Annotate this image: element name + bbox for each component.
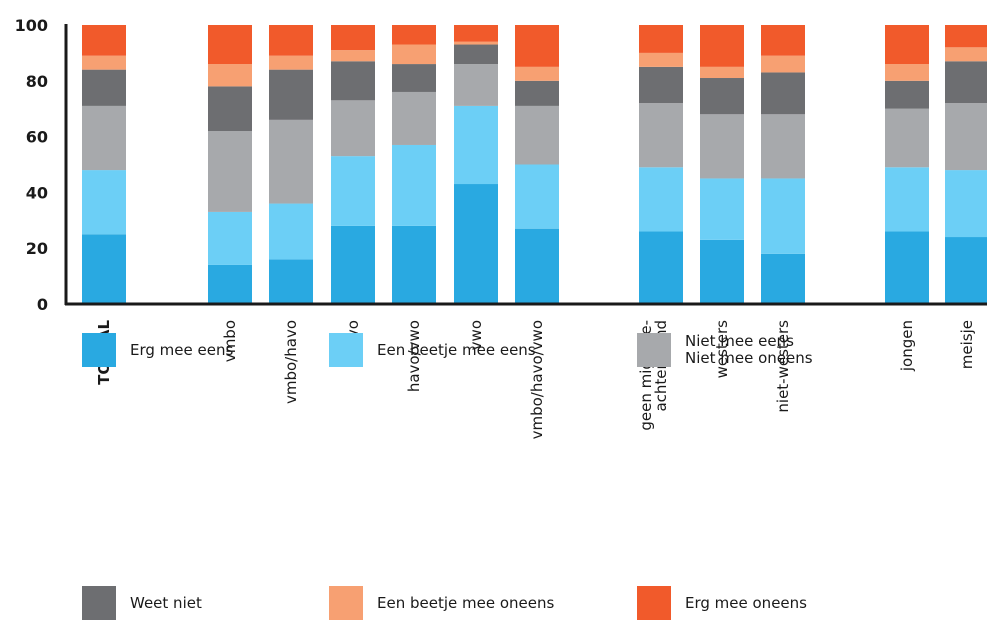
bar-segment-6-1 bbox=[515, 164, 559, 229]
bar-segment-11-2 bbox=[945, 103, 987, 171]
bar-segment-11-4 bbox=[945, 47, 987, 62]
y-tick-label-5: 100 bbox=[15, 16, 48, 35]
bar-segment-0-5 bbox=[82, 25, 126, 56]
bars-layer bbox=[82, 25, 987, 304]
bar-segment-9-0 bbox=[761, 253, 805, 304]
axes-layer bbox=[64, 24, 987, 306]
bar-segment-11-1 bbox=[945, 170, 987, 238]
bar-segment-0-2 bbox=[82, 105, 126, 171]
bar-segment-9-1 bbox=[761, 178, 805, 254]
category-label-9: niet-westers bbox=[774, 320, 792, 413]
bar-segment-5-0 bbox=[454, 184, 498, 304]
category-label-10: jongen bbox=[898, 320, 916, 372]
bar-segment-8-0 bbox=[700, 239, 744, 304]
bar-segment-11-5 bbox=[945, 25, 987, 48]
category-label-4: havo/vwo bbox=[405, 320, 423, 392]
bar-segment-1-5 bbox=[208, 25, 252, 65]
bar-segment-3-4 bbox=[331, 50, 375, 62]
bar-segment-6-2 bbox=[515, 105, 559, 165]
bar-segment-3-5 bbox=[331, 25, 375, 51]
bar-segment-0-0 bbox=[82, 234, 126, 304]
bar-segment-3-3 bbox=[331, 61, 375, 101]
category-label-3: havo bbox=[344, 320, 362, 357]
bar-segment-5-5 bbox=[454, 25, 498, 42]
category-label-2: vmbo/havo bbox=[282, 320, 300, 404]
category-label-7: geen migratie-achtergrond bbox=[637, 320, 670, 431]
bar-segment-5-1 bbox=[454, 105, 498, 185]
bar-segment-3-1 bbox=[331, 156, 375, 226]
bar-segment-8-5 bbox=[700, 25, 744, 67]
bar-segment-8-4 bbox=[700, 66, 744, 79]
bar-segment-1-0 bbox=[208, 264, 252, 304]
bar-segment-10-3 bbox=[885, 80, 929, 109]
category-label-0: TOTAAL bbox=[95, 320, 113, 385]
y-tick-label-2: 40 bbox=[26, 183, 48, 202]
y-tick-label-4: 80 bbox=[26, 72, 48, 91]
bar-segment-2-0 bbox=[269, 259, 313, 304]
bar-segment-5-3 bbox=[454, 44, 498, 65]
bar-segment-4-4 bbox=[392, 44, 436, 65]
bar-segment-9-2 bbox=[761, 114, 805, 179]
bar-segment-3-2 bbox=[331, 100, 375, 157]
bar-segment-2-2 bbox=[269, 119, 313, 204]
bar-segment-8-1 bbox=[700, 178, 744, 240]
category-label-11: meisje bbox=[958, 320, 976, 369]
bar-segment-9-5 bbox=[761, 25, 805, 56]
bar-segment-1-4 bbox=[208, 64, 252, 87]
category-labels: TOTAAL vmbo vmbo/havo havo havo/vwo vwo vmbo/h… bbox=[95, 320, 976, 440]
category-label-6: vmbo/havo/vwo bbox=[528, 320, 546, 439]
bar-segment-6-4 bbox=[515, 66, 559, 81]
bar-segment-4-1 bbox=[392, 144, 436, 226]
y-tick-label-3: 60 bbox=[26, 128, 48, 147]
bar-segment-4-0 bbox=[392, 225, 436, 304]
bar-segment-3-0 bbox=[331, 225, 375, 304]
bar-segment-7-1 bbox=[639, 167, 683, 232]
bar-segment-4-5 bbox=[392, 25, 436, 45]
category-label-5: vwo bbox=[467, 320, 485, 350]
bar-segment-4-3 bbox=[392, 64, 436, 92]
bar-segment-7-3 bbox=[639, 66, 683, 104]
bar-segment-6-0 bbox=[515, 228, 559, 304]
bar-segment-1-3 bbox=[208, 86, 252, 132]
bar-segment-0-1 bbox=[82, 170, 126, 235]
y-tick-label-1: 20 bbox=[26, 239, 48, 258]
bar-segment-7-2 bbox=[639, 103, 683, 168]
bar-segment-0-4 bbox=[82, 55, 126, 70]
bar-segment-6-5 bbox=[515, 25, 559, 67]
bar-segment-5-4 bbox=[454, 41, 498, 45]
bar-segment-8-3 bbox=[700, 78, 744, 115]
bar-segment-9-3 bbox=[761, 72, 805, 115]
bar-segment-1-1 bbox=[208, 211, 252, 265]
bar-segment-8-2 bbox=[700, 114, 744, 179]
bar-segment-4-2 bbox=[392, 91, 436, 145]
bar-segment-10-4 bbox=[885, 64, 929, 81]
bar-segment-5-2 bbox=[454, 64, 498, 106]
bar-segment-10-1 bbox=[885, 167, 929, 232]
bar-segment-9-4 bbox=[761, 55, 805, 73]
bar-segment-2-5 bbox=[269, 25, 313, 56]
bar-segment-7-4 bbox=[639, 52, 683, 67]
bar-segment-1-2 bbox=[208, 131, 252, 212]
category-label-8: westers bbox=[713, 320, 731, 379]
category-label-1: vmbo bbox=[221, 320, 239, 362]
bar-segment-10-0 bbox=[885, 231, 929, 304]
y-tick-label-0: 0 bbox=[37, 295, 48, 314]
bar-segment-2-1 bbox=[269, 203, 313, 260]
bar-segment-7-5 bbox=[639, 25, 683, 53]
bar-segment-6-3 bbox=[515, 80, 559, 106]
bar-segment-2-3 bbox=[269, 69, 313, 120]
bar-segment-7-0 bbox=[639, 231, 683, 304]
bar-segment-10-2 bbox=[885, 108, 929, 168]
y-tick-labels: 0 20 40 60 80 100 bbox=[15, 16, 48, 314]
bar-segment-10-5 bbox=[885, 25, 929, 65]
bar-segment-11-3 bbox=[945, 61, 987, 104]
bar-segment-2-4 bbox=[269, 55, 313, 70]
bar-segment-11-0 bbox=[945, 237, 987, 304]
bar-segment-0-3 bbox=[82, 69, 126, 106]
